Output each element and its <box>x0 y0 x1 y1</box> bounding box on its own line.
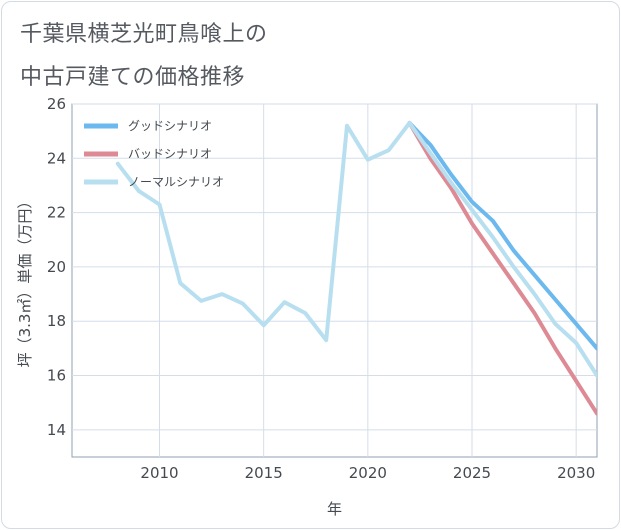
x-axis-label: 年 <box>327 500 342 518</box>
series-group <box>115 121 597 416</box>
y-tick-label: 24 <box>47 149 66 167</box>
x-tick-label: 2030 <box>557 464 595 482</box>
series-line-2 <box>407 121 597 416</box>
y-tick-label: 16 <box>47 367 66 385</box>
x-tick-label: 2025 <box>453 464 491 482</box>
x-tick-label: 2015 <box>245 464 283 482</box>
y-tick-label: 14 <box>47 421 66 439</box>
series-line-3 <box>115 121 597 378</box>
chart-title-line2: 中古戸建ての価格推移 <box>20 65 246 90</box>
x-tick-label: 2020 <box>349 464 387 482</box>
y-tick-label: 18 <box>47 312 66 330</box>
y-tick-label: 26 <box>47 95 66 113</box>
series-line-1 <box>407 121 597 351</box>
y-tick-label: 22 <box>47 204 66 222</box>
legend-label: バッドシナリオ <box>128 147 212 161</box>
y-tick-label: 20 <box>47 258 66 276</box>
chart-title-line1: 千葉県横芝光町鳥喰上の <box>20 22 268 47</box>
y-axis-label: 坪（3.3㎡）単価（万円） <box>16 194 34 368</box>
legend-label: ノーマルシナリオ <box>128 175 224 189</box>
legend-label: グッドシナリオ <box>128 119 212 133</box>
x-tick-label: 2010 <box>140 464 178 482</box>
